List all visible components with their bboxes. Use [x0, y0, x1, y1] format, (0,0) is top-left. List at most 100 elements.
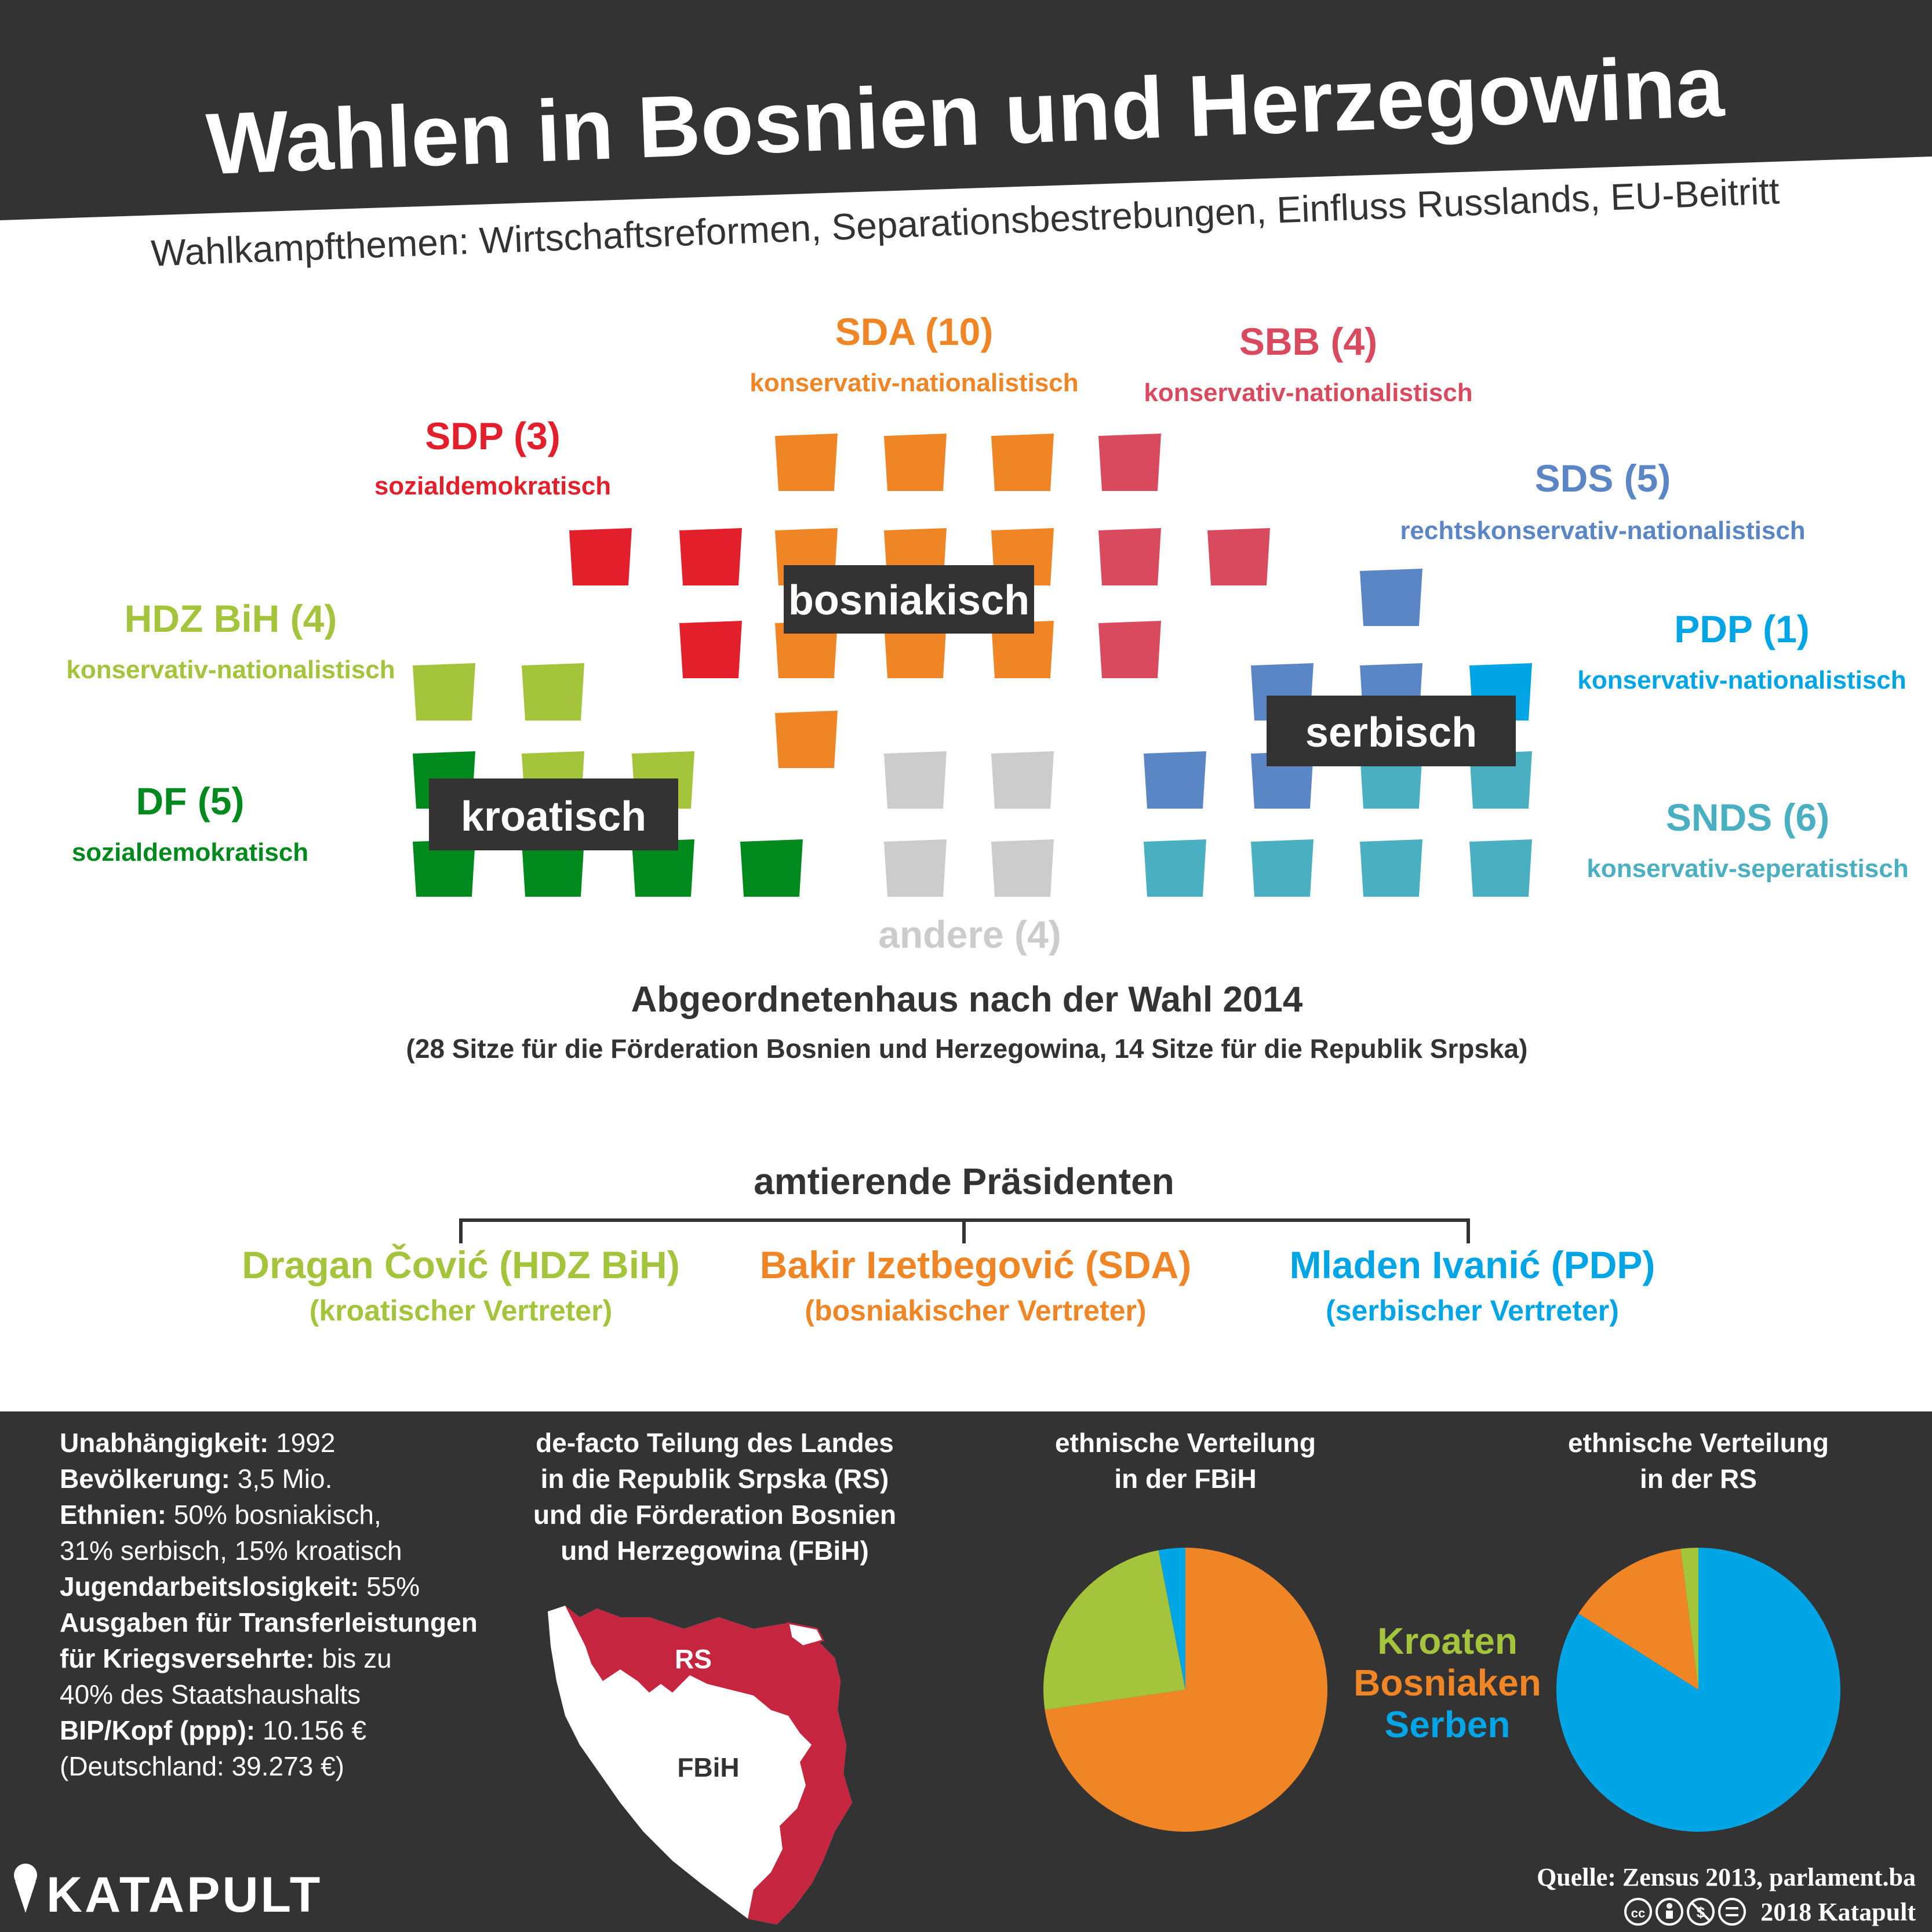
map-title: de-facto Teilung des Landes in die Repub…: [533, 1428, 896, 1566]
map-label-rs: RS: [675, 1644, 712, 1674]
party-name: SBB (4): [1239, 320, 1377, 363]
party-ideology: konservativ-nationalistisch: [66, 656, 395, 684]
fact-value: 1992: [276, 1428, 335, 1458]
seat-df: [413, 839, 475, 897]
fact-line: (Deutschland: 39.273 €): [60, 1751, 344, 1781]
seat-sda: [775, 621, 838, 678]
seat-sds: [1360, 569, 1422, 626]
map-label-fbih: FBiH: [677, 1752, 739, 1782]
fact-value: 31% serbisch, 15% kroatisch: [60, 1536, 402, 1566]
president-ivanic: Mladen Ivanić (PDP) (serbischer Vertrete…: [1290, 1243, 1656, 1327]
map-rs-region: [565, 1606, 841, 1745]
party-ideology: rechtskonservativ-nationalistisch: [1400, 516, 1805, 545]
seat-sda: [775, 434, 838, 491]
group-label-bosniakisch: bosniakisch: [784, 565, 1034, 634]
map-brcko-district: [787, 1622, 825, 1647]
party-name: SDS (5): [1535, 457, 1671, 500]
presidents-bracket: [459, 1218, 1470, 1243]
group-label-text: kroatisch: [461, 794, 646, 840]
pie-slice-kroaten: [1680, 1548, 1698, 1690]
seat-sdp: [569, 528, 632, 585]
pie-chart-fbih: [1043, 1548, 1327, 1832]
seat-andere: [991, 839, 1054, 897]
president-role: (kroatischer Vertreter): [310, 1294, 612, 1327]
party-ideology: konservativ-seperatistisch: [1587, 854, 1908, 883]
seat-df: [522, 839, 584, 897]
svg-text:cc: cc: [1631, 1906, 1645, 1920]
facts-list: Unabhängigkeit: 1992 Bevölkerung: 3,5 Mi…: [60, 1428, 478, 1781]
seat-sda: [991, 434, 1054, 491]
party-name: SNDS (6): [1666, 796, 1829, 839]
fact-value: bis zu: [322, 1643, 392, 1673]
bosnia-map: RS FBiH: [548, 1606, 852, 1924]
copyright-text: 2018 Katapult: [1760, 1898, 1916, 1926]
party-name: HDZ BiH (4): [125, 597, 337, 640]
party-name: SDA (10): [835, 310, 994, 353]
group-label-serbisch: serbisch: [1267, 696, 1516, 766]
fact-line: Jugendarbeitslosigkeit: 55%: [60, 1571, 420, 1602]
president-name: Bakir Izetbegović (SDA): [760, 1243, 1192, 1286]
party-name: DF (5): [136, 780, 245, 823]
party-ideology: konservativ-nationalistisch: [749, 369, 1078, 397]
fact-value: 40% des Staatshaushalts: [60, 1679, 361, 1709]
fact-label: Ausgaben für Transferleistungen: [60, 1607, 478, 1638]
by-icon: [1656, 1898, 1683, 1926]
president-izetbegovic: Bakir Izetbegović (SDA) (bosniakischer V…: [760, 1243, 1192, 1327]
seat-sda: [991, 621, 1054, 678]
seat-sda: [884, 434, 947, 491]
pie-slice-kroaten: [1043, 1550, 1185, 1710]
pie-title-fbih-line: in der FBiH: [1114, 1464, 1256, 1494]
fact-value: 55%: [366, 1571, 420, 1602]
seat-sbb: [1207, 528, 1270, 585]
party-label-hdz: HDZ BiH (4) konservativ-nationalistisch: [66, 597, 395, 684]
fact-line: Bevölkerung: 3,5 Mio.: [60, 1464, 332, 1494]
seat-sda: [884, 621, 947, 678]
seat-snds: [1360, 839, 1422, 897]
party-name: andere (4): [878, 913, 1061, 956]
seat-snds: [1144, 839, 1206, 897]
pie-chart-rs: [1556, 1548, 1840, 1832]
party-label-snds: SNDS (6) konservativ-seperatistisch: [1587, 796, 1908, 883]
seat-sdp: [679, 528, 742, 585]
map-rs-region: [748, 1710, 852, 1924]
seat-sda: [775, 711, 838, 768]
katapult-logo: KATAPULT: [14, 1864, 322, 1923]
pie-slice-serben: [1158, 1548, 1185, 1690]
map-title-line: und die Förderation Bosnien: [533, 1500, 896, 1530]
brand-name: KATAPULT: [46, 1867, 322, 1923]
header-band: [0, 0, 1932, 220]
seat-sbb: [1098, 621, 1161, 678]
party-name: PDP (1): [1674, 607, 1810, 650]
president-name: Mladen Ivanić (PDP): [1290, 1243, 1656, 1286]
seat-sdp: [679, 621, 742, 678]
seat-hdz: [522, 663, 584, 721]
pie-slice-bosniaken: [1045, 1548, 1327, 1832]
party-label-sda: SDA (10) konservativ-nationalistisch: [749, 310, 1078, 397]
pie-title-rs-line: ethnische Verteilung: [1568, 1428, 1829, 1458]
fact-line: 40% des Staatshaushalts: [60, 1679, 361, 1709]
party-label-pdp: PDP (1) konservativ-nationalistisch: [1577, 607, 1906, 694]
group-label-kroatisch: kroatisch: [429, 778, 678, 850]
president-covic: Dragan Čović (HDZ BiH) (kroatischer Vert…: [242, 1243, 679, 1327]
fact-value: (Deutschland: 39.273 €): [60, 1751, 344, 1781]
legend-item-bosniaken: Bosniaken: [1354, 1662, 1541, 1704]
fact-line: BIP/Kopf (ppp): 10.156 €: [60, 1715, 366, 1745]
pie-title-rs-line: in der RS: [1640, 1464, 1757, 1494]
map-title-line: in die Republik Srpska (RS): [541, 1464, 889, 1494]
pie-slice-bosniaken: [1578, 1548, 1698, 1690]
fact-label: Jugendarbeitslosigkeit:: [60, 1571, 359, 1602]
fact-line: für Kriegsversehrte: bis zu: [60, 1643, 392, 1673]
group-label-text: serbisch: [1305, 710, 1477, 756]
nd-icon: [1718, 1898, 1746, 1926]
legend-item-kroaten: Kroaten: [1377, 1620, 1518, 1662]
cc-icon: cc: [1624, 1898, 1652, 1926]
seat-snds: [1469, 839, 1532, 897]
seat-hdz: [413, 663, 475, 721]
seat-andere: [991, 751, 1054, 809]
party-ideology: sozialdemokratisch: [374, 472, 611, 500]
president-name: Dragan Čović (HDZ BiH): [242, 1243, 679, 1286]
fact-line: Ausgaben für Transferleistungen: [60, 1607, 478, 1638]
fact-label: Unabhängigkeit:: [60, 1428, 268, 1458]
seat-sbb: [1098, 434, 1161, 491]
fact-value: 50% bosniakisch,: [174, 1500, 381, 1530]
